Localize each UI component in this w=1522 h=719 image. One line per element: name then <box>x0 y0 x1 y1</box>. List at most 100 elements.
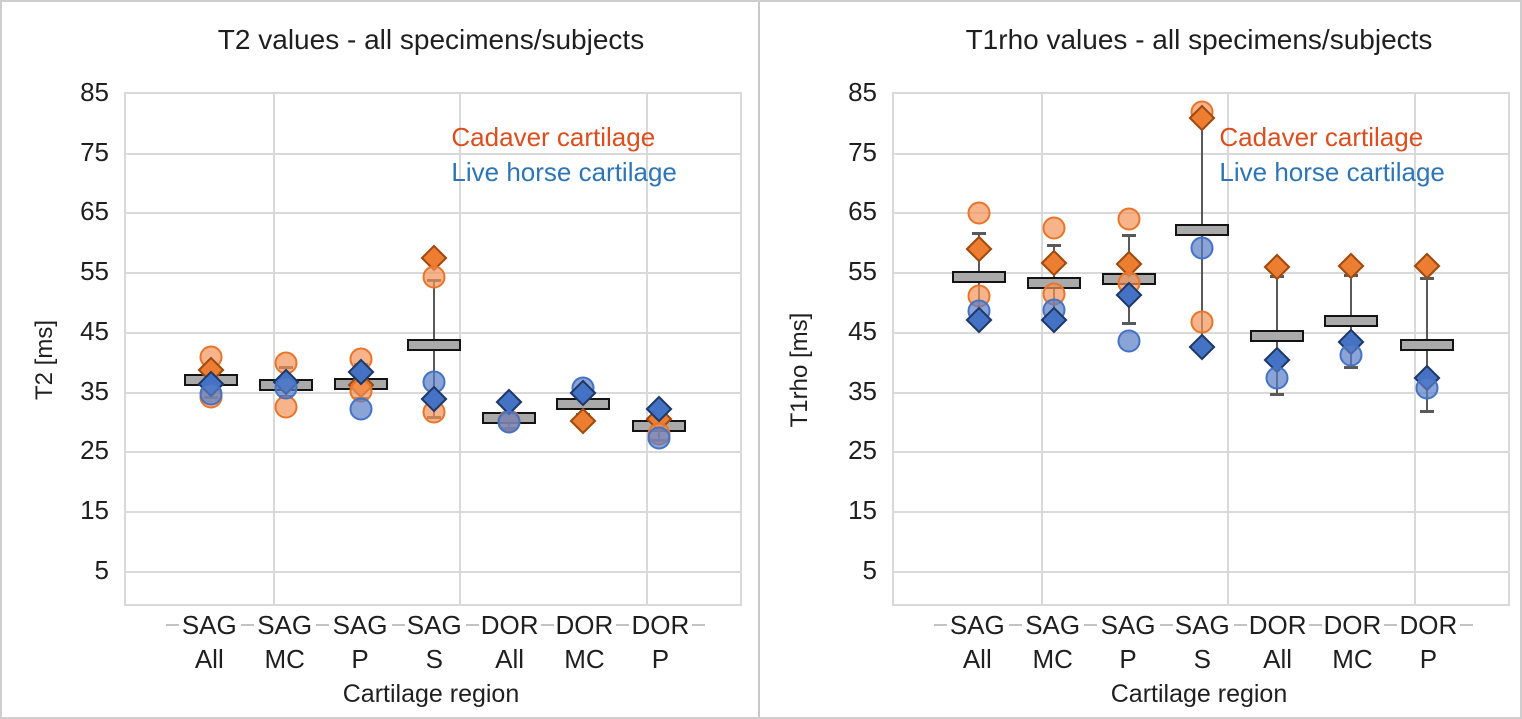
plot-area-t2: Cadaver cartilage Live horse cartilage <box>124 92 742 606</box>
cadaver-diamond-marker <box>965 235 993 263</box>
y-tick-label: 15 <box>848 494 877 525</box>
whisker-cap <box>971 231 986 235</box>
axis-tick-dash <box>616 624 630 626</box>
category-label-region: DOR <box>1248 610 1307 640</box>
whisker-cap <box>1419 410 1434 413</box>
y-tick-label: 85 <box>80 77 109 107</box>
cadaver-diamond-marker <box>1413 252 1441 280</box>
category-label-site: S <box>1193 644 1211 674</box>
category-label-region: SAG <box>181 610 237 640</box>
mean-bar <box>951 271 1006 284</box>
category-label-region: DOR <box>555 610 614 640</box>
x-axis-labels-t1rho: SAG All SAG MC SAG P SAG S DOR All DOR MC DOR P <box>892 608 1510 680</box>
axis-tick-dash <box>1008 624 1022 626</box>
category-label-region: DOR <box>1323 610 1382 640</box>
legend-item-live-horse: Live horse cartilage <box>1219 157 1445 187</box>
y-tick-label: 35 <box>80 375 109 406</box>
axis-tick-dash <box>1084 624 1098 626</box>
axis-tick-dash <box>1309 624 1323 626</box>
vertical-gridline <box>1040 94 1043 604</box>
axis-tick-dash <box>1460 624 1474 626</box>
category-label-site: All <box>495 644 525 674</box>
horizontal-gridline <box>894 510 1508 513</box>
horizontal-gridline <box>126 451 740 454</box>
legend-t2: Cadaver cartilage Live horse cartilage <box>451 120 676 190</box>
cadaver-circle-marker <box>1042 216 1066 240</box>
category-label-region: SAG <box>257 610 313 640</box>
mean-bar <box>1175 224 1230 237</box>
cadaver-circle-marker <box>422 265 446 289</box>
whisker-cap <box>1121 234 1136 238</box>
live-circle-marker <box>1415 376 1439 400</box>
category-label-site: All <box>194 644 224 674</box>
category-label-region: SAG <box>949 610 1005 640</box>
category-label-site: P <box>1419 644 1438 674</box>
horizontal-gridline <box>126 570 740 573</box>
live-circle-marker <box>647 426 671 450</box>
horizontal-gridline <box>126 152 740 155</box>
cadaver-circle-marker <box>1190 310 1214 334</box>
category-label-site: P <box>1119 644 1137 674</box>
category-label-site: P <box>351 644 369 674</box>
horizontal-gridline <box>894 570 1508 573</box>
x-axis-title-t1rho: Cartilage region <box>1110 680 1288 708</box>
live-circle-marker <box>1190 236 1214 260</box>
y-tick-label: 35 <box>848 375 877 406</box>
category-label-region: SAG <box>1025 610 1081 640</box>
plot-area-t1rho: Cadaver cartilage Live horse cartilage <box>892 92 1510 606</box>
axis-tick-dash <box>391 624 405 626</box>
cadaver-circle-marker <box>1117 207 1141 231</box>
axis-tick-dash <box>1384 624 1398 626</box>
chart-title-t1rho: T1rho values - all specimens/subjects <box>965 24 1433 55</box>
vertical-gridline <box>272 94 275 604</box>
y-tick-label: 85 <box>848 77 877 107</box>
y-tick-label: 75 <box>848 136 877 167</box>
live-diamond-marker <box>1188 333 1216 360</box>
horizontal-gridline <box>126 212 740 215</box>
legend-item-cadaver: Cadaver cartilage <box>451 122 656 152</box>
category-label-site: MC <box>264 644 305 674</box>
y-tick-label: 65 <box>80 196 109 227</box>
mean-bar <box>1324 314 1379 327</box>
x-axis-title-t2: Cartilage region <box>342 680 520 708</box>
y-tick-label: 5 <box>94 554 109 585</box>
horizontal-gridline <box>894 391 1508 394</box>
y-tick-label: 75 <box>80 136 109 167</box>
y-tick-label: 5 <box>862 554 877 585</box>
axis-tick-dash <box>465 624 479 626</box>
t1rho-chart-panel: T1rho values - all specimens/subjects T1… <box>760 2 1520 717</box>
category-label-region: SAG <box>332 610 388 640</box>
category-label-site: P <box>651 644 670 674</box>
category-label-site: MC <box>564 644 605 674</box>
vertical-gridline <box>646 94 649 604</box>
live-circle-marker <box>349 397 373 421</box>
category-label-site: All <box>962 644 992 674</box>
whisker-cap <box>1046 244 1061 248</box>
chart-title-t2: T2 values - all specimens/subjects <box>217 24 645 55</box>
category-label-site: S <box>425 644 443 674</box>
axis-tick-dash <box>541 624 555 626</box>
category-label-site: MC <box>1332 644 1373 674</box>
axis-tick-dash <box>165 624 179 626</box>
legend-item-live-horse: Live horse cartilage <box>451 157 677 187</box>
axis-tick-dash <box>240 624 254 626</box>
vertical-gridline <box>1227 94 1230 604</box>
axis-tick-dash <box>933 624 947 626</box>
live-circle-marker <box>1339 343 1363 367</box>
live-circle-marker <box>497 410 521 434</box>
cadaver-diamond-marker <box>1337 252 1365 280</box>
legend-item-cadaver: Cadaver cartilage <box>1219 122 1424 152</box>
legend-t1rho: Cadaver cartilage Live horse cartilage <box>1219 120 1444 190</box>
y-tick-label: 25 <box>80 435 109 466</box>
axis-tick-dash <box>692 624 706 626</box>
live-circle-marker <box>1117 329 1141 353</box>
y-tick-label: 55 <box>80 256 109 287</box>
y-axis-title-t1rho: T1rho [ms] <box>786 312 813 428</box>
mean-bar <box>1399 339 1454 352</box>
axis-tick-dash <box>316 624 330 626</box>
live-circle-marker <box>199 382 223 406</box>
y-tick-label: 55 <box>848 256 877 287</box>
x-axis-labels-t2: SAG All SAG MC SAG P SAG S DOR All DOR MC DOR P <box>124 608 742 680</box>
whisker-cap <box>1121 321 1136 325</box>
